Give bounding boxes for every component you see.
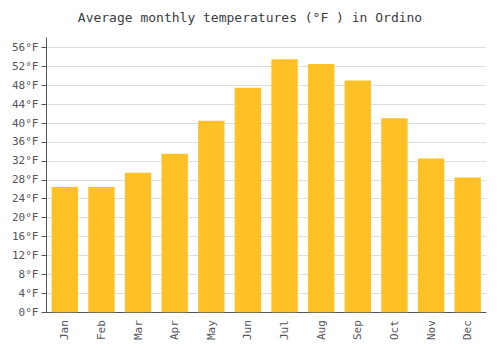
svg-text:Jan: Jan [58, 320, 71, 340]
svg-text:56°F: 56°F [12, 41, 39, 54]
svg-text:40°F: 40°F [12, 117, 39, 130]
svg-text:16°F: 16°F [12, 230, 39, 243]
svg-text:28°F: 28°F [12, 173, 39, 186]
svg-text:52°F: 52°F [12, 60, 39, 73]
svg-text:May: May [205, 320, 218, 340]
svg-text:Nov: Nov [425, 320, 438, 340]
svg-text:Aug: Aug [315, 320, 328, 340]
svg-text:Jul: Jul [278, 320, 291, 340]
svg-text:Oct: Oct [388, 320, 401, 340]
svg-text:0°F: 0°F [19, 306, 39, 319]
svg-text:Jun: Jun [241, 320, 254, 340]
svg-text:Apr: Apr [168, 320, 181, 340]
svg-text:36°F: 36°F [12, 135, 39, 148]
svg-text:4°F: 4°F [19, 287, 39, 300]
svg-text:48°F: 48°F [12, 79, 39, 92]
svg-text:24°F: 24°F [12, 192, 39, 205]
svg-text:20°F: 20°F [12, 211, 39, 224]
svg-text:44°F: 44°F [12, 98, 39, 111]
svg-text:Average monthly temperatures (: Average monthly temperatures (°F ) in Or… [78, 10, 422, 25]
svg-text:Dec: Dec [461, 320, 474, 340]
svg-text:32°F: 32°F [12, 154, 39, 167]
svg-text:8°F: 8°F [19, 268, 39, 281]
svg-text:Feb: Feb [95, 320, 108, 340]
svg-text:Mar: Mar [132, 320, 145, 340]
svg-text:Sep: Sep [351, 320, 364, 340]
svg-text:12°F: 12°F [12, 249, 39, 262]
